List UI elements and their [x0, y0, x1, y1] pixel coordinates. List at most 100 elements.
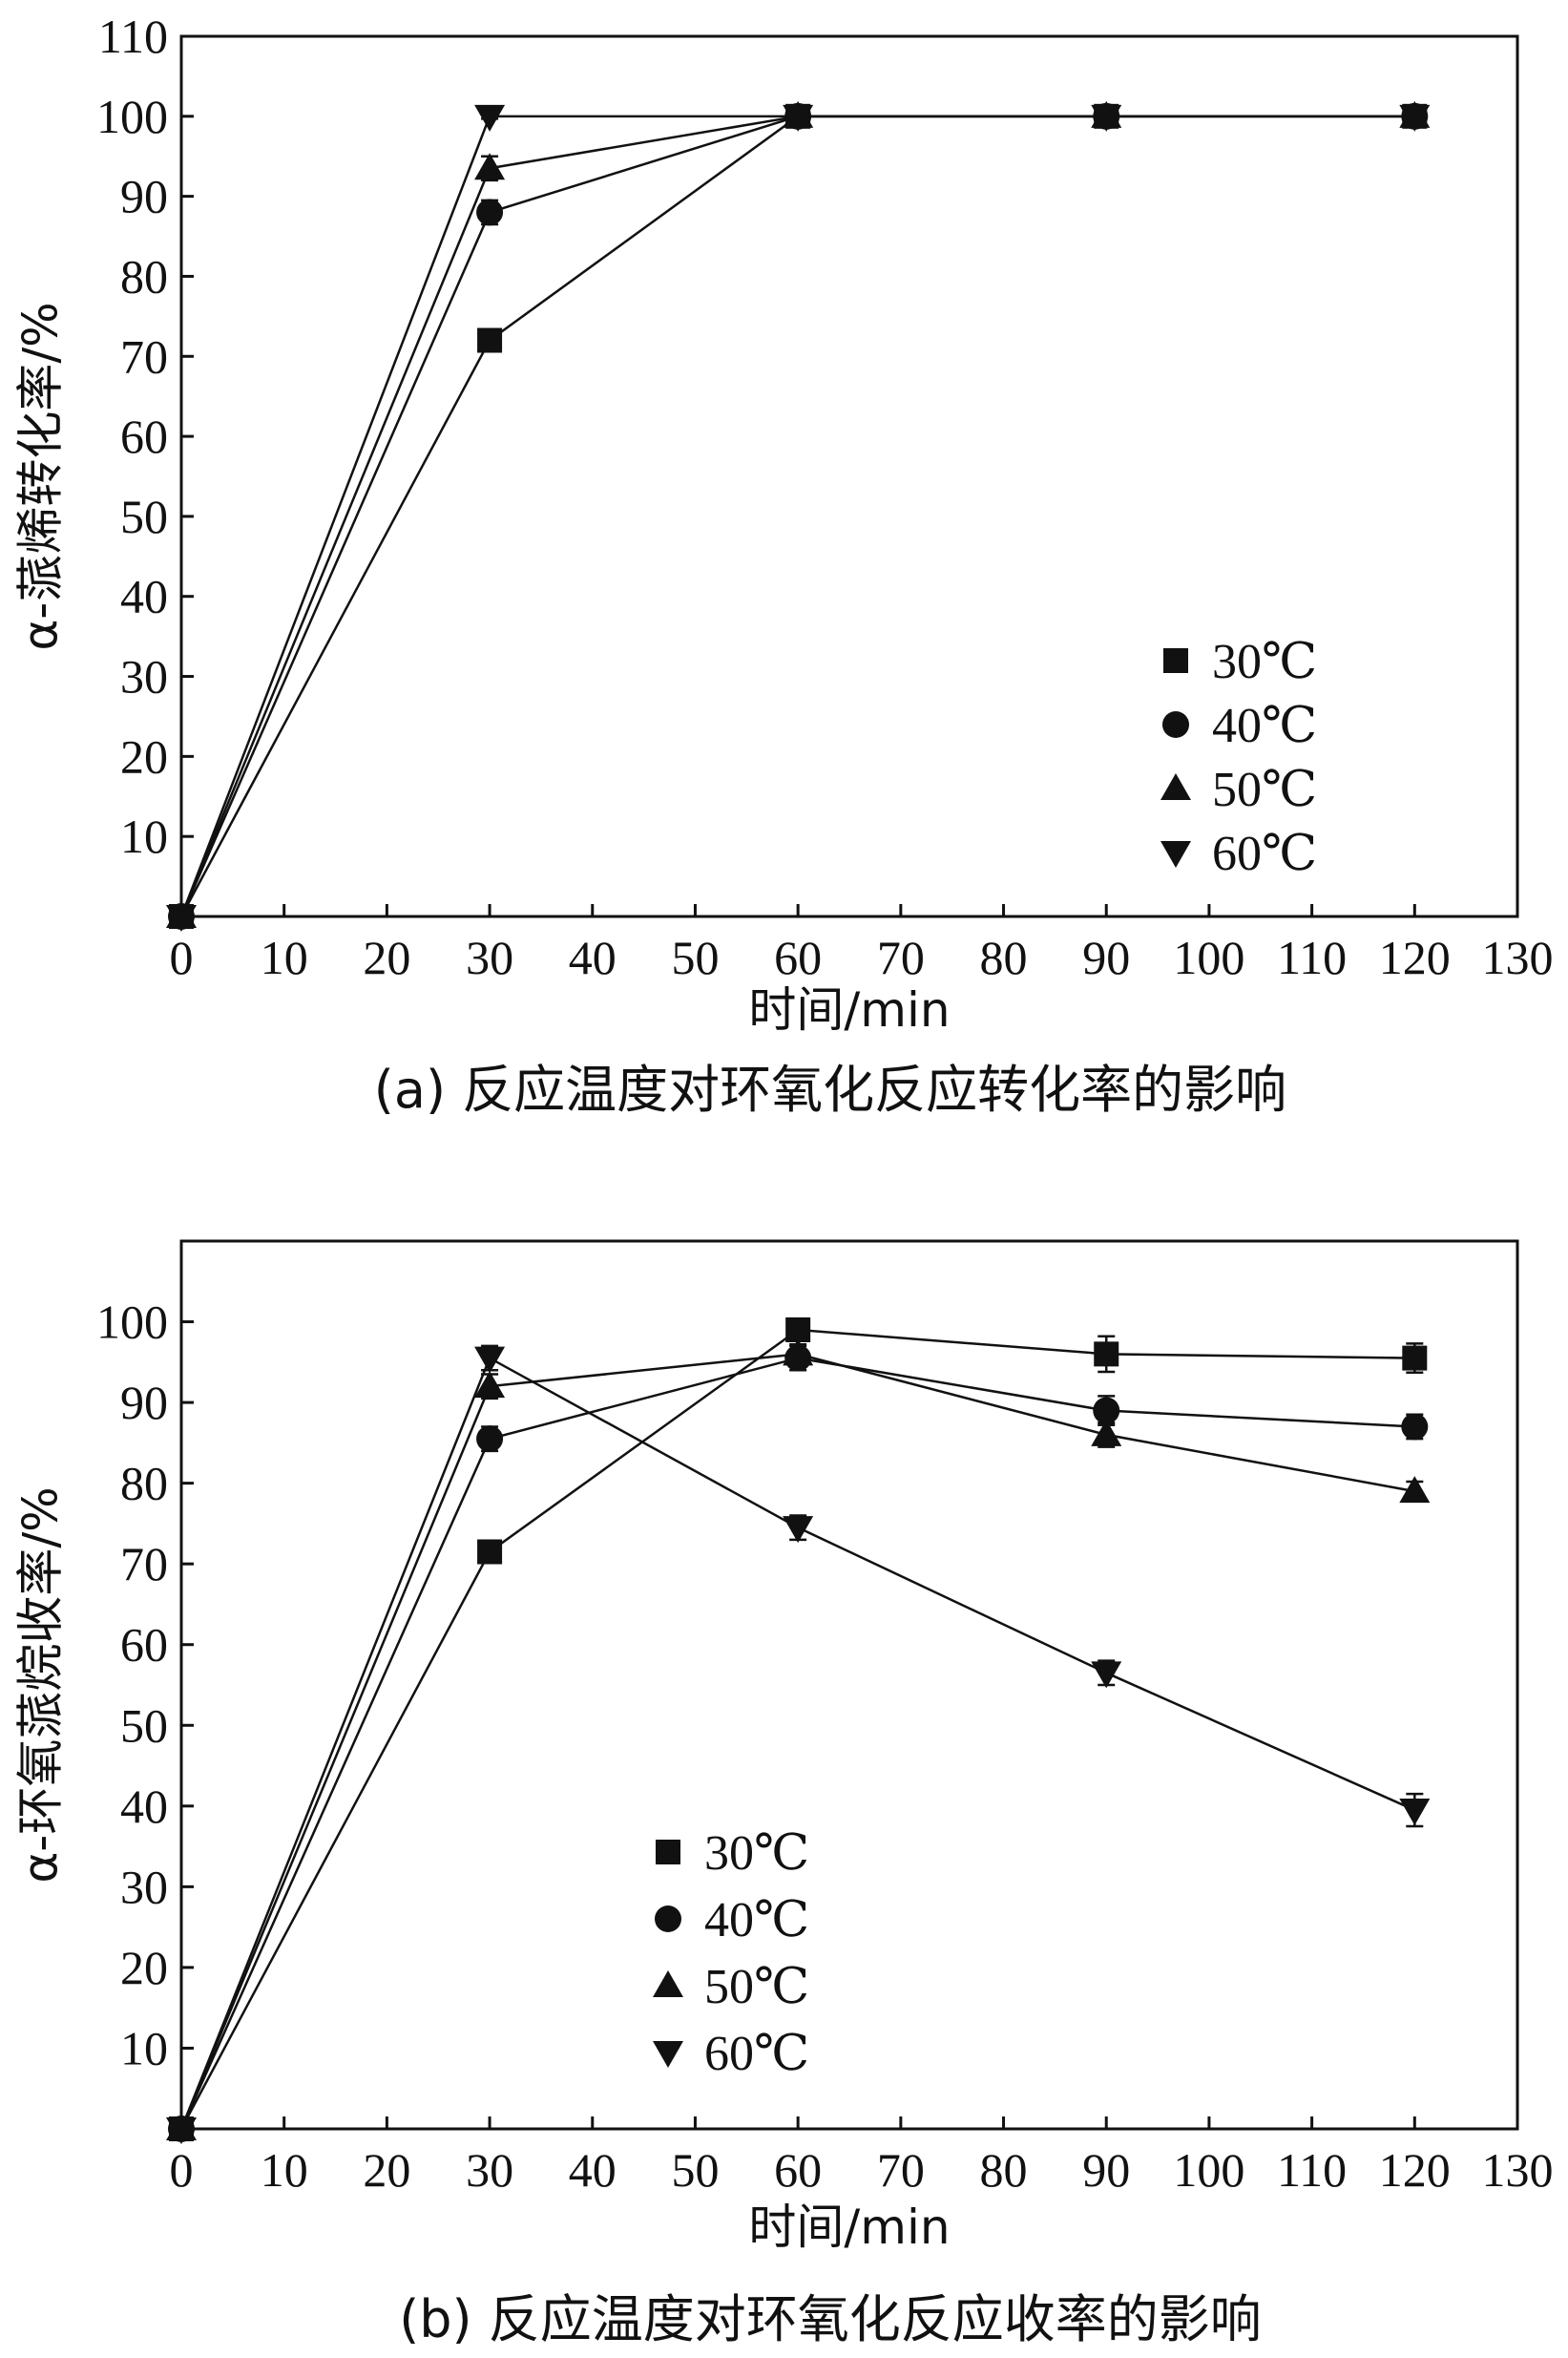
x-tick-label: 80 [980, 2143, 1028, 2197]
y-tick-label: 70 [120, 329, 168, 383]
chart-panel-b: 0 10 20 30 40 50 60 70 80 90 100 110 120 130 10 20 30 40 5… [13, 1239, 1554, 2349]
legend: 30℃ 40℃ 50℃ 60℃ [1160, 635, 1317, 881]
x-tick-label: 130 [1482, 2143, 1554, 2197]
data-point [474, 1371, 506, 1399]
data-point [1094, 1341, 1119, 1367]
data-point [1399, 1476, 1431, 1504]
y-tick-label: 90 [120, 1376, 168, 1429]
y-tick-label: 30 [120, 650, 168, 704]
legend-label: 50℃ [1212, 763, 1317, 817]
x-tick-label: 120 [1379, 2143, 1451, 2197]
y-tick-label: 80 [120, 1457, 168, 1510]
data-point [785, 1317, 811, 1342]
legend: 30℃ 40℃ 50℃ 60℃ [653, 1826, 809, 2081]
plot-frame [179, 34, 1519, 918]
chart-panel-a: 0 10 20 30 40 50 60 70 80 90 100 110 120 130 10 20 30 40 5… [13, 10, 1554, 1120]
legend-marker [656, 1840, 680, 1864]
data-point [476, 1425, 504, 1453]
y-tick-label: 30 [120, 1860, 168, 1913]
series-circle [168, 1344, 1429, 2142]
legend-label: 60℃ [1212, 827, 1317, 881]
legend-label: 40℃ [1212, 699, 1317, 753]
x-tick-label: 60 [774, 931, 822, 984]
x-tick-label: 20 [363, 2143, 410, 2197]
x-tick-label: 50 [671, 931, 719, 984]
legend-label: 50℃ [704, 1960, 809, 2014]
chart-caption: (a) 反应温度对环氧化反应转化率的影响 [374, 1060, 1286, 1120]
x-tick-label: 90 [1082, 931, 1130, 984]
data-point [1091, 1419, 1122, 1446]
x-tick-label: 100 [1173, 931, 1244, 984]
y-tick-label: 20 [120, 729, 168, 783]
x-tick-label: 90 [1082, 2143, 1130, 2197]
x-tick-label: 40 [569, 2143, 617, 2197]
x-tick-label: 10 [261, 931, 308, 984]
x-tick-label: 0 [170, 931, 194, 984]
legend-marker [653, 1970, 683, 1997]
legend-marker [1160, 841, 1191, 868]
series-triangle-down [166, 1344, 1431, 2144]
legend-marker [1160, 773, 1191, 800]
y-tick-label: 50 [120, 490, 168, 543]
x-tick-label: 110 [1277, 2143, 1347, 2197]
y-tick-label: 100 [96, 90, 168, 143]
x-tick-label: 40 [569, 931, 617, 984]
series-square [169, 1317, 1428, 2141]
x-tick-label: 50 [671, 2143, 719, 2197]
data-point [474, 104, 506, 132]
data-point [166, 2117, 197, 2144]
data-point [474, 153, 506, 180]
y-tick-label: 110 [98, 10, 168, 63]
chart-caption: (b) 反应温度对环氧化反应收率的影响 [399, 2289, 1262, 2349]
data-point [1399, 1799, 1431, 1826]
data-point [476, 199, 504, 226]
plot-frame [179, 1239, 1519, 2131]
data-point [1399, 104, 1431, 132]
y-tick-label: 70 [120, 1537, 168, 1590]
data-point [477, 327, 503, 353]
data-point [1093, 1397, 1120, 1424]
x-axis-label: 时间/min [748, 2200, 950, 2255]
data-point [166, 905, 197, 932]
data-point [783, 1516, 814, 1544]
legend-label: 40℃ [704, 1893, 809, 1947]
y-tick-label: 90 [120, 170, 168, 223]
x-tick-label: 120 [1379, 931, 1451, 984]
y-tick-label: 10 [120, 810, 168, 863]
legend-label: 30℃ [1212, 635, 1317, 689]
legend-marker [655, 1905, 681, 1932]
data-point [1401, 1413, 1429, 1441]
legend-marker [653, 2041, 683, 2068]
y-tick-label: 40 [120, 1779, 168, 1833]
x-axis-label: 时间/min [748, 982, 950, 1038]
y-tick-label: 80 [120, 249, 168, 303]
data-point [474, 1346, 506, 1374]
y-tick-label: 50 [120, 1698, 168, 1752]
x-tick-label: 0 [170, 2143, 194, 2197]
x-tick-label: 60 [774, 2143, 822, 2197]
legend-marker [1162, 711, 1189, 738]
y-tick-label: 20 [120, 1941, 168, 1994]
x-tick-label: 30 [466, 931, 513, 984]
series-triangle-down [166, 104, 1431, 932]
legend-label: 60℃ [704, 2027, 809, 2081]
y-tick-label: 60 [120, 1618, 168, 1672]
data-point [1091, 104, 1122, 132]
x-tick-label: 80 [980, 931, 1028, 984]
x-tick-label: 100 [1173, 2143, 1244, 2197]
series-triangle-up [166, 1338, 1431, 2140]
y-tick-label: 40 [120, 570, 168, 623]
y-axis-label: α-环氧蒎烷收率/% [13, 1486, 69, 1883]
data-point [783, 1338, 814, 1366]
x-tick-label: 70 [877, 931, 925, 984]
y-tick-label: 10 [120, 2021, 168, 2074]
data-point [1402, 1345, 1428, 1371]
x-tick-label: 20 [363, 931, 410, 984]
x-tick-label: 130 [1482, 931, 1554, 984]
x-tick-label: 10 [261, 2143, 308, 2197]
data-point [783, 104, 814, 132]
y-tick-label: 60 [120, 410, 168, 463]
legend-marker [1163, 648, 1188, 673]
data-point [477, 1539, 503, 1565]
